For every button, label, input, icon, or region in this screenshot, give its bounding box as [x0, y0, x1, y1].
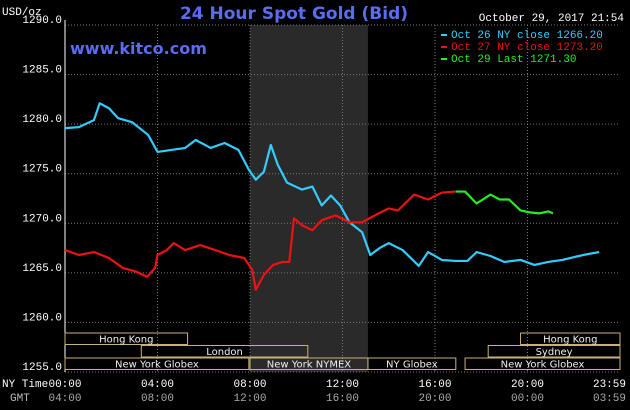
y-tick-label: 1280.0	[22, 114, 62, 126]
x2-tick-label: 00:00	[511, 393, 544, 405]
x-tick-label: 12:00	[326, 379, 359, 391]
session-label: Hong Kong	[543, 335, 597, 346]
session-label: Sydney	[536, 347, 573, 358]
price-line	[455, 190, 554, 215]
y-tick-label: 1260.0	[22, 312, 62, 324]
x2-tick-label: 12:00	[233, 393, 266, 405]
session-box	[487, 345, 621, 358]
x2-axis-label: GMT	[10, 393, 30, 405]
shaded-region	[250, 25, 368, 372]
chart-title: 24 Hour Spot Gold (Bid)	[180, 4, 408, 24]
session-label: NY Globex	[386, 360, 438, 371]
session-box	[367, 357, 457, 370]
price-line	[64, 102, 600, 268]
timestamp: October 29, 2017 21:54	[479, 13, 625, 25]
price-line	[64, 190, 456, 291]
legend-label: Oct 26 NY close 1266.20	[451, 30, 603, 42]
y-tick-label: 1265.0	[22, 263, 62, 275]
x2-tick-label: 20:00	[418, 393, 451, 405]
x2-tick-label: 04:00	[48, 393, 81, 405]
x-tick-label: 20:00	[511, 379, 544, 391]
y-tick-label: 1275.0	[22, 164, 62, 176]
x-tick-label: 08:00	[233, 379, 266, 391]
session-label: London	[206, 347, 243, 358]
y-tick-label: 1290.0	[22, 15, 62, 27]
session-box	[64, 357, 250, 370]
session-box	[520, 332, 621, 345]
x2-tick-label: 08:00	[141, 393, 174, 405]
x-axis-label: NY Time	[2, 379, 48, 391]
session-box	[140, 345, 309, 358]
x-tick-label: 04:00	[141, 379, 174, 391]
session-label: New York Globex	[115, 360, 199, 371]
session-box	[64, 332, 189, 345]
x-tick-label: 23:59	[593, 379, 626, 391]
y-tick-label: 1285.0	[22, 65, 62, 77]
y-tick-label: 1255.0	[22, 362, 62, 374]
unit-label: USD/oz	[2, 7, 42, 19]
x-tick-label: 00:00	[48, 379, 81, 391]
x2-tick-label: 16:00	[326, 393, 359, 405]
x2-tick-label: 03:59	[593, 393, 626, 405]
session-label: Hong Kong	[99, 335, 153, 346]
site-label: www.kitco.com	[70, 39, 207, 58]
y-tick-label: 1270.0	[22, 213, 62, 225]
legend-label: Oct 29 Last 1271.30	[451, 54, 576, 66]
session-label: New York NYMEX	[267, 360, 352, 371]
session-box	[464, 357, 621, 370]
legend-label: Oct 27 NY close 1273.20	[451, 42, 603, 54]
session-label: New York Globex	[501, 360, 585, 371]
x-tick-label: 16:00	[418, 379, 451, 391]
